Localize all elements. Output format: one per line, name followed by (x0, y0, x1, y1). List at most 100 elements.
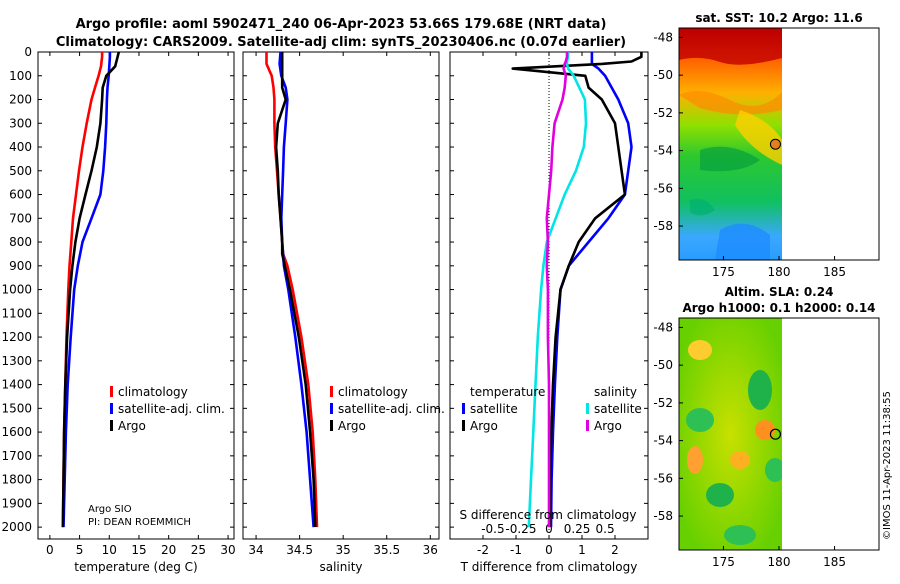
difference-xlabel: T difference from climatology (460, 560, 638, 574)
lat-tick-label: -48 (653, 320, 673, 334)
depth-tick-label: 1700 (1, 449, 32, 463)
series-line-argo (61, 52, 121, 528)
x-tick-label: 15 (131, 543, 146, 557)
temperature-xlabel: temperature (deg C) (74, 560, 197, 574)
s-x-tick-label: 0.5 (596, 522, 615, 536)
depth-tick-label: 600 (9, 188, 32, 202)
legend-swatch-satellite (330, 403, 333, 414)
legend-label-argo-temperature: Argo (470, 419, 498, 433)
difference-legend-salinity: salinity satellite Argo (586, 385, 642, 433)
s-x-tick-label: 0.25 (564, 522, 591, 536)
depth-tick-label: 400 (9, 140, 32, 154)
depth-tick-label: 2000 (1, 520, 32, 534)
legend-label-climatology: climatology (338, 385, 408, 399)
series-line-argo-temperature-diff (511, 52, 643, 528)
legend-swatch-argo-salinity (586, 420, 589, 431)
depth-tick-labels: 0 100 200 300 400 500 600 700 800 900 1000 1100 1200… (1, 45, 32, 534)
legend-label-argo: Argo (338, 419, 366, 433)
x-tick-label: -1 (510, 543, 522, 557)
depth-tick-label: 1900 (1, 496, 32, 510)
sst-map-ticks: -48 -50 -52 -54 -56 -58 175 180 185 (653, 30, 846, 279)
x-tick-label: 10 (102, 543, 117, 557)
legend-swatch-argo (330, 420, 333, 431)
sla-map-title-2: Argo h1000: 0.1 h2000: 0.14 (682, 301, 875, 315)
depth-tick-label: 1100 (1, 306, 32, 320)
float-position-marker (769, 428, 782, 440)
lat-tick-label: -54 (653, 144, 673, 158)
legend-swatch-argo (110, 420, 113, 431)
lat-tick-label: -58 (653, 509, 673, 523)
depth-tick-label: 500 (9, 164, 32, 178)
x-tick-label: 1 (578, 543, 586, 557)
lon-tick-label: 185 (823, 555, 846, 569)
depth-tick-label: 1400 (1, 378, 32, 392)
lat-tick-label: -56 (653, 471, 673, 485)
difference-legend-temperature: temperature satellite Argo (462, 385, 545, 433)
series-line-argo-salinity-diff (545, 52, 569, 528)
legend-label-satellite: satellite-adj. clim. (118, 402, 225, 416)
lon-tick-label: 185 (823, 265, 846, 279)
series-line-climatology (61, 52, 104, 528)
x-tick-label: 35 (336, 543, 351, 557)
lon-tick-label: 180 (768, 265, 791, 279)
x-tick-label: 20 (161, 543, 176, 557)
sla-map-image (679, 318, 782, 550)
depth-tick-label: 200 (9, 93, 32, 107)
lat-tick-label: -48 (653, 30, 673, 44)
legend-label-argo-salinity: Argo (594, 419, 622, 433)
salinity-legend: climatology satellite-adj. clim. Argo (330, 385, 445, 433)
legend-title-temperature: temperature (470, 385, 545, 399)
sla-map-title-1: Altim. SLA: 0.24 (725, 285, 834, 299)
title-line-2: Climatology: CARS2009. Satellite-adj cli… (56, 35, 626, 50)
depth-tick-label: 800 (9, 235, 32, 249)
x-tick-label: 34.5 (286, 543, 313, 557)
sla-map-ticks: -48 -50 -52 -54 -56 -58 175 180 185 (653, 320, 846, 569)
x-tick-label: 0 (545, 543, 553, 557)
legend-swatch-sat-salinity (586, 403, 589, 414)
legend-label-argo: Argo (118, 419, 146, 433)
lat-tick-label: -52 (653, 396, 673, 410)
lat-tick-label: -50 (653, 358, 673, 372)
depth-tick-label: 900 (9, 259, 32, 273)
legend-swatch-climatology (330, 386, 333, 397)
lon-tick-label: 175 (712, 555, 735, 569)
annotation-argo-sio: Argo SIO (88, 504, 132, 515)
x-tick-label: 35.5 (373, 543, 400, 557)
series-line-satellite-adj-clim- (278, 52, 315, 528)
x-tick-label: -2 (477, 543, 489, 557)
s-x-tick-label: -0.25 (505, 522, 536, 536)
x-tick-label: 25 (191, 543, 206, 557)
x-tick-label: 5 (76, 543, 84, 557)
depth-tick-label: 1000 (1, 283, 32, 297)
temperature-axes (37, 51, 235, 540)
depth-tick-label: 1600 (1, 425, 32, 439)
depth-tick-label: 700 (9, 211, 32, 225)
temperature-legend: climatology satellite-adj. clim. Argo (110, 385, 225, 433)
legend-swatch-sat-temperature (462, 403, 465, 414)
legend-title-salinity: salinity (594, 385, 637, 399)
lon-tick-label: 180 (768, 555, 791, 569)
legend-swatch-argo-temperature (462, 420, 465, 431)
legend-label-sat-temperature: satellite (470, 402, 518, 416)
legend-label-sat-salinity: satellite (594, 402, 642, 416)
title-line-1: Argo profile: aoml 5902471_240 06-Apr-20… (76, 17, 607, 32)
lon-tick-label: 175 (712, 265, 735, 279)
depth-tick-label: 0 (24, 45, 32, 59)
legend-swatch-climatology (110, 386, 113, 397)
legend-swatch-satellite (110, 403, 113, 414)
legend-label-climatology: climatology (118, 385, 188, 399)
depth-tick-label: 300 (9, 116, 32, 130)
legend-label-satellite: satellite-adj. clim. (338, 402, 445, 416)
s-difference-xlabel: S difference from climatology (460, 508, 637, 522)
annotation-pi: PI: DEAN ROEMMICH (88, 517, 191, 528)
x-tick-label: 36 (423, 543, 438, 557)
x-tick-label: 2 (611, 543, 619, 557)
depth-tick-label: 1500 (1, 401, 32, 415)
x-tick-label: 30 (220, 543, 235, 557)
lat-tick-label: -58 (653, 219, 673, 233)
lat-tick-label: -50 (653, 68, 673, 82)
depth-tick-label: 1800 (1, 473, 32, 487)
x-tick-label: 34 (248, 543, 263, 557)
series-line-argo (274, 52, 317, 528)
